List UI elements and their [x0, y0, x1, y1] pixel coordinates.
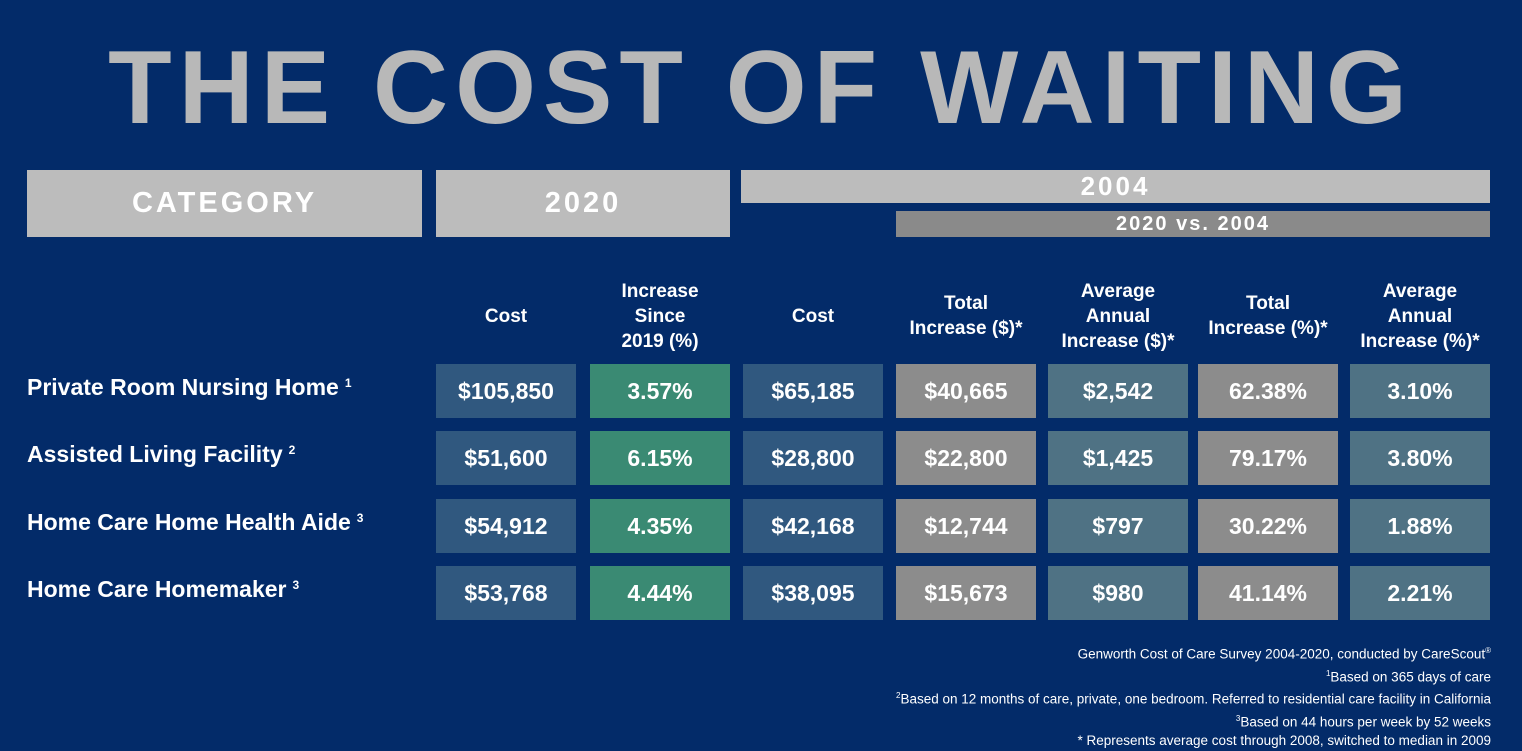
table-cell-cost-2020: $51,600 — [436, 431, 576, 485]
column-header-avg-annual-increase-dollars: Average Annual Increase ($)* — [1061, 280, 1175, 352]
column-header-total-increase-percent: Total Increase (%)* — [1208, 293, 1328, 339]
footnote-3: 3Based on 44 hours per week by 52 weeks — [1235, 713, 1491, 730]
table-cell-increase-since-2019: 3.57% — [590, 364, 730, 418]
comparison-header: 2020 vs. 2004 — [896, 211, 1490, 237]
page-title: THE COST OF WAITING — [108, 30, 1414, 146]
table-cell-avg-annual-increase-dollars: $797 — [1048, 499, 1188, 553]
category-header: CATEGORY — [27, 170, 422, 237]
table-cell-total-increase-dollars: $15,673 — [896, 566, 1036, 620]
row-label-text: Home Care Homemaker — [27, 575, 287, 602]
footnote-2: 2Based on 12 months of care, private, on… — [895, 691, 1491, 707]
table-cell-increase-since-2019: 6.15% — [590, 431, 730, 485]
table-cell-cost-2020: $105,850 — [436, 364, 576, 418]
row-label-footnote-mark: 3 — [356, 511, 364, 525]
column-header-increase-since-2019: Increase Since 2019 (%) — [621, 280, 699, 352]
row-label: Home Care Home Health Aide 3 — [27, 495, 363, 549]
row-label-text: Private Room Nursing Home — [27, 373, 339, 400]
table-cell-cost-2004: $38,095 — [743, 566, 883, 620]
row-label-footnote-mark: 3 — [292, 578, 300, 592]
table-cell-total-increase-percent: 62.38% — [1198, 364, 1338, 418]
table-cell-avg-annual-increase-dollars: $2,542 — [1048, 364, 1188, 418]
column-header-total-increase-dollars: Total Increase ($)* — [909, 293, 1023, 339]
footnote-source: Genworth Cost of Care Survey 2004-2020, … — [1077, 646, 1491, 662]
table-cell-total-increase-percent: 79.17% — [1198, 431, 1338, 485]
table-cell-cost-2020: $53,768 — [436, 566, 576, 620]
row-label-text: Assisted Living Facility — [27, 440, 283, 467]
column-header-avg-annual-increase-percent: Average Annual Increase (%)* — [1360, 280, 1480, 352]
table-cell-total-increase-dollars: $22,800 — [896, 431, 1036, 485]
table-cell-avg-annual-increase-dollars: $980 — [1048, 566, 1188, 620]
table-cell-increase-since-2019: 4.35% — [590, 499, 730, 553]
column-header-cost-2020: Cost — [484, 305, 528, 327]
footnotes: Genworth Cost of Care Survey 2004-2020, … — [896, 641, 1491, 750]
table-cell-cost-2020: $54,912 — [436, 499, 576, 553]
table-cell-total-increase-dollars: $40,665 — [896, 364, 1036, 418]
row-label-footnote-mark: 2 — [288, 443, 296, 457]
footnote-1: 1Based on 365 days of care — [1325, 668, 1491, 685]
table-cell-avg-annual-increase-percent: 2.21% — [1350, 566, 1490, 620]
table-cell-avg-annual-increase-percent: 1.88% — [1350, 499, 1490, 553]
table-cell-cost-2004: $65,185 — [743, 364, 883, 418]
year-2020-header: 2020 — [436, 170, 730, 237]
footnote-asterisk: * Represents average cost through 2008, … — [1077, 733, 1491, 748]
table-cell-avg-annual-increase-dollars: $1,425 — [1048, 431, 1188, 485]
row-label: Assisted Living Facility 2 — [27, 427, 295, 481]
table-cell-total-increase-percent: 30.22% — [1198, 499, 1338, 553]
row-label-text: Home Care Home Health Aide — [27, 508, 351, 535]
row-label: Home Care Homemaker 3 — [27, 562, 299, 616]
table-cell-total-increase-percent: 41.14% — [1198, 566, 1338, 620]
table-cell-cost-2004: $28,800 — [743, 431, 883, 485]
column-header-cost-2004: Cost — [791, 305, 835, 327]
table-cell-increase-since-2019: 4.44% — [590, 566, 730, 620]
table-cell-total-increase-dollars: $12,744 — [896, 499, 1036, 553]
table-cell-avg-annual-increase-percent: 3.10% — [1350, 364, 1490, 418]
table-cell-cost-2004: $42,168 — [743, 499, 883, 553]
table-cell-avg-annual-increase-percent: 3.80% — [1350, 431, 1490, 485]
row-label-footnote-mark: 1 — [344, 376, 352, 390]
row-label: Private Room Nursing Home 1 — [27, 360, 352, 414]
year-2004-header: 2004 — [741, 170, 1490, 203]
